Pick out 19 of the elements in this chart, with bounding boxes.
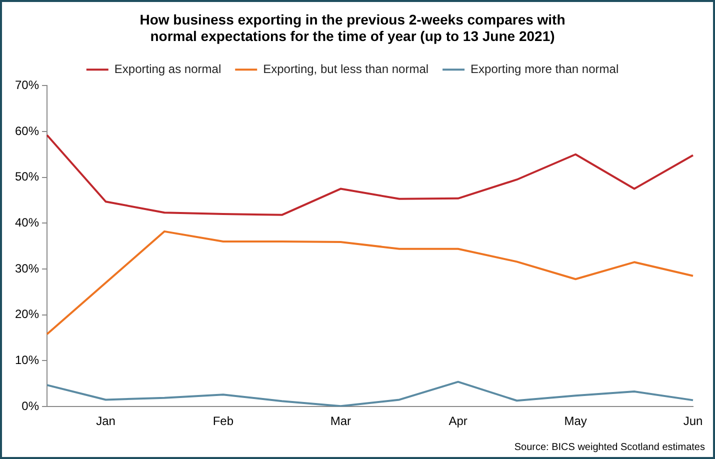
x-tick-label: Mar [330, 414, 351, 428]
x-tick-label: Jun [683, 414, 703, 428]
y-tick-label: 70% [14, 78, 40, 92]
chart-title: How business exporting in the previous 2-weeks compares with normal expectations for the time of year (up to 13 June 2021) [140, 11, 566, 44]
y-tick-label: 0% [22, 398, 40, 413]
x-tick-label: Jan [96, 414, 116, 428]
y-tick-label: 20% [14, 307, 40, 322]
x-tick-label: May [564, 414, 587, 428]
y-tick-label: 10% [14, 353, 40, 368]
y-tick-label: 50% [14, 170, 40, 184]
x-tick-label: Apr [448, 414, 468, 428]
y-tick-label: 60% [14, 124, 40, 138]
x-tick-label: Feb [212, 414, 234, 428]
y-tick-label: 40% [14, 215, 40, 230]
legend-label: Exporting as normal [114, 62, 222, 76]
legend-label: Exporting more than normal [470, 62, 619, 76]
source-note: Source: BICS weighted Scotland estimates [514, 442, 705, 453]
y-tick-label: 30% [14, 261, 40, 276]
legend-label: Exporting, but less than normal [263, 62, 429, 76]
